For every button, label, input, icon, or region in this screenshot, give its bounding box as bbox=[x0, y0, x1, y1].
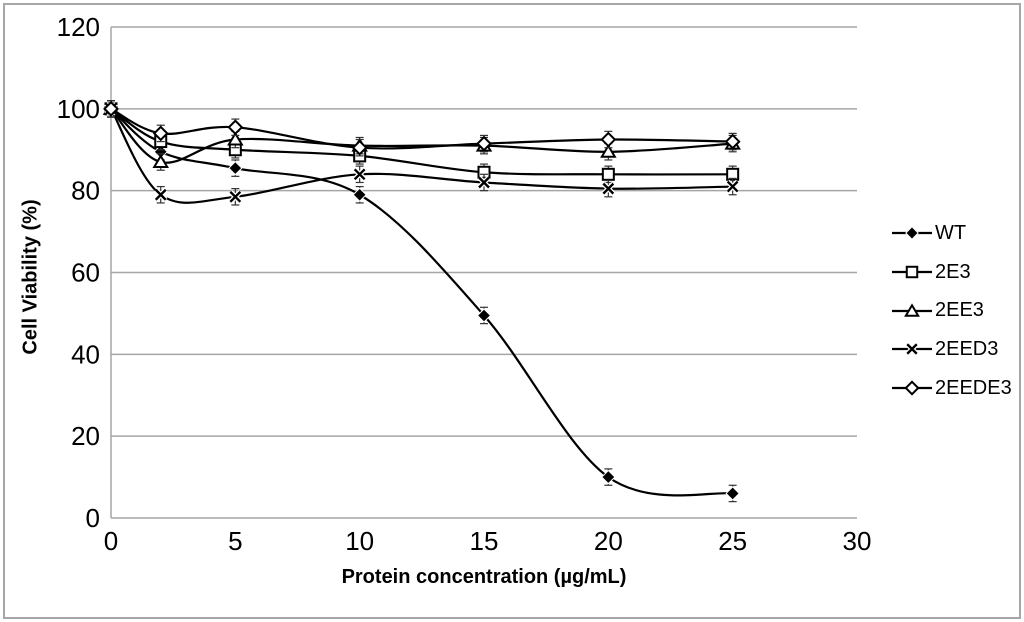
legend-diamond-open-icon bbox=[904, 380, 920, 396]
data-point-2EED3 bbox=[602, 182, 615, 195]
data-point-2EE3 bbox=[600, 143, 617, 158]
data-point-2EEDE3 bbox=[724, 133, 741, 150]
series-line-WT bbox=[110, 108, 733, 497]
series-line-2E3 bbox=[110, 107, 733, 176]
x-tick-label: 20 bbox=[594, 526, 623, 556]
x-tick-label: 25 bbox=[718, 526, 747, 556]
data-point-2EEDE3 bbox=[152, 125, 169, 142]
legend-item-2EED3: 2EED3 bbox=[891, 330, 1012, 369]
series-line-2EED3 bbox=[110, 108, 733, 204]
data-point-WT bbox=[725, 486, 740, 501]
data-point-WT bbox=[476, 308, 492, 323]
data-point-2EED3 bbox=[353, 168, 366, 181]
data-point-WT bbox=[228, 160, 243, 176]
legend-item-2EE3: 2EE3 bbox=[891, 291, 1012, 330]
legend-square-open-icon bbox=[905, 265, 919, 279]
legend-marker-triangle-open-icon bbox=[892, 303, 932, 317]
legend-marker-square-open-icon bbox=[892, 265, 932, 279]
data-point-2EEDE3 bbox=[600, 131, 617, 148]
data-point-2EEDE3 bbox=[351, 139, 368, 156]
legend-marker-diamond-filled-icon bbox=[892, 226, 932, 241]
y-tick-label: 40 bbox=[71, 339, 100, 369]
legend-label: WT bbox=[935, 221, 967, 244]
legend-item-2EEDE3: 2EEDE3 bbox=[891, 369, 1012, 408]
series-line-2EEDE3 bbox=[110, 107, 733, 150]
data-point-2EED3 bbox=[154, 188, 167, 201]
y-tick-label: 80 bbox=[71, 176, 100, 206]
legend-label: 2E3 bbox=[935, 260, 971, 283]
x-tick-label: 15 bbox=[470, 526, 499, 556]
data-point-2EED3 bbox=[478, 176, 490, 189]
y-axis-title: Cell Viability (%) bbox=[19, 199, 42, 355]
y-tick-label: 60 bbox=[71, 258, 100, 288]
data-point-2EEDE3 bbox=[227, 119, 244, 136]
x-axis-title: Protein concentration (µg/mL) bbox=[341, 566, 627, 588]
legend-item-2E3: 2E3 bbox=[891, 253, 1012, 292]
y-tick-label: 100 bbox=[57, 94, 100, 124]
data-point-2EE3 bbox=[152, 154, 169, 169]
legend-label: 2EED3 bbox=[935, 337, 999, 360]
x-tick-label: 10 bbox=[345, 526, 374, 556]
data-point-2EEDE3 bbox=[103, 100, 119, 117]
series-line-2EE3 bbox=[110, 108, 733, 164]
x-tick-label: 5 bbox=[228, 526, 242, 556]
legend-label: 2EE3 bbox=[935, 299, 984, 322]
data-point-WT bbox=[601, 469, 616, 485]
data-point-2EED3 bbox=[229, 190, 242, 203]
legend-marker-diamond-open-icon bbox=[892, 380, 932, 396]
y-tick-label: 120 bbox=[57, 12, 100, 42]
data-point-2E3 bbox=[601, 167, 615, 181]
legend: WT 2E3 2EE3 2EED3 2EEDE3 bbox=[891, 214, 1012, 407]
data-point-2EE3 bbox=[227, 131, 244, 146]
y-tick-label: 20 bbox=[71, 421, 100, 451]
x-tick-label: 0 bbox=[104, 526, 118, 556]
data-point-2EED3 bbox=[726, 180, 739, 193]
legend-diamond-filled-icon bbox=[905, 226, 919, 241]
x-tick-label: 30 bbox=[843, 526, 872, 556]
legend-x-icon bbox=[906, 343, 918, 356]
data-point-WT bbox=[352, 187, 367, 202]
data-point-2EEDE3 bbox=[476, 135, 492, 152]
legend-marker-x-icon bbox=[892, 342, 932, 356]
y-tick-label: 0 bbox=[86, 503, 100, 533]
legend-label: 2EEDE3 bbox=[935, 376, 1012, 399]
legend-item-WT: WT bbox=[891, 214, 1012, 253]
legend-triangle-open-icon bbox=[904, 303, 920, 317]
